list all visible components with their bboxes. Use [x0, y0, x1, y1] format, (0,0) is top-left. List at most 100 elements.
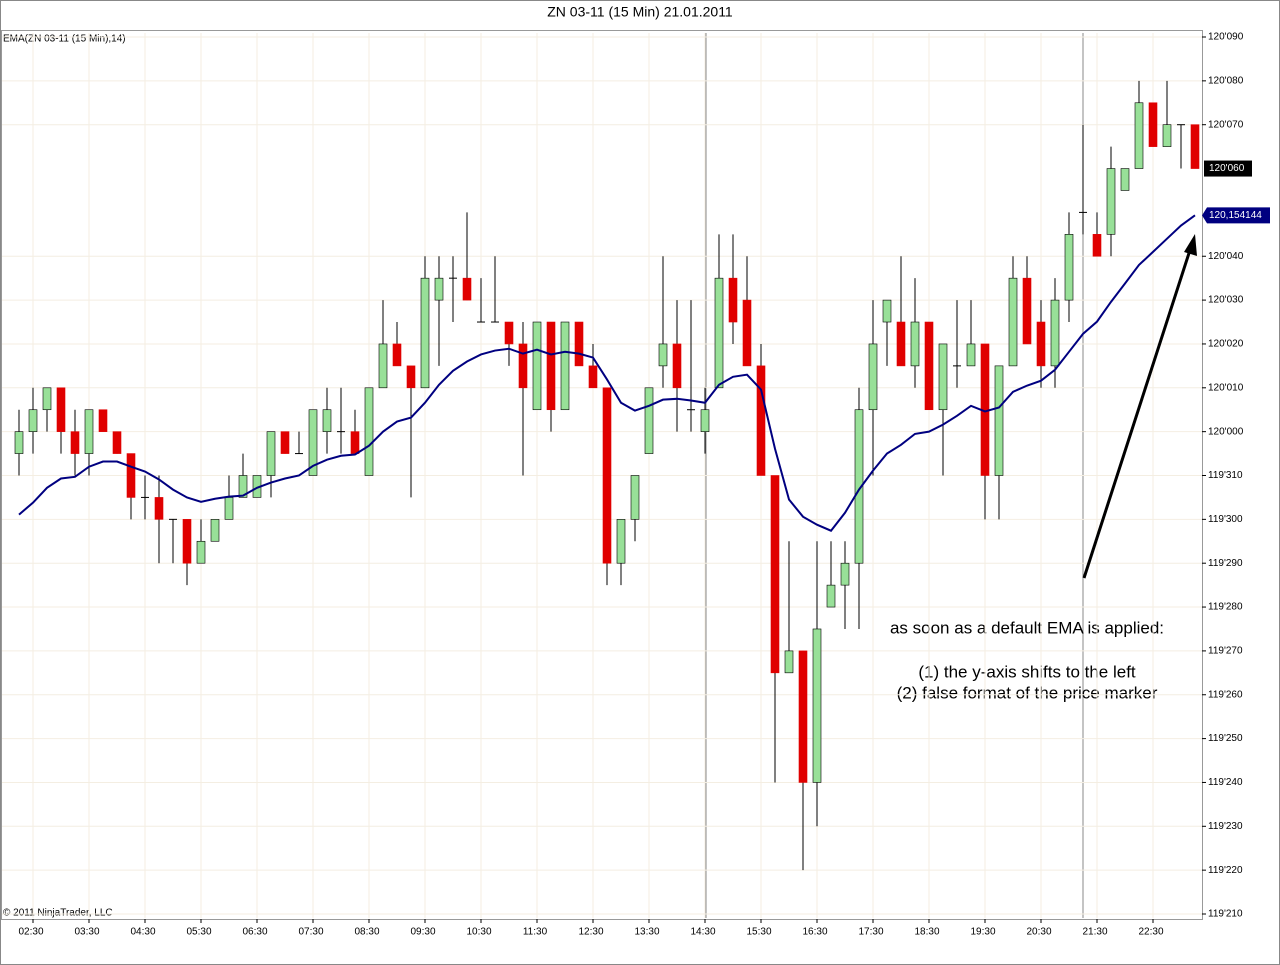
- y-tick-label: 119'220: [1208, 865, 1243, 876]
- candle-body: [1064, 234, 1074, 301]
- y-tick-label: 120'070: [1208, 119, 1244, 130]
- y-tick-label: 119'300: [1208, 514, 1243, 525]
- candle-body: [434, 277, 444, 301]
- candle-body: [238, 475, 248, 498]
- y-tick-label: 120'040: [1208, 251, 1244, 262]
- candle-body: [1162, 124, 1172, 147]
- candle-body: [196, 540, 206, 564]
- candle-body: [182, 519, 192, 564]
- candle-body: [1120, 168, 1130, 191]
- candle-body: [546, 321, 556, 411]
- y-tick-label: 119'260: [1208, 689, 1243, 700]
- candle-body: [406, 365, 416, 389]
- candle-body: [924, 321, 934, 411]
- x-tick-label: 10:30: [466, 927, 491, 938]
- candle-body: [630, 475, 640, 520]
- y-tick-label: 119'210: [1208, 909, 1243, 920]
- candle-body: [308, 409, 318, 476]
- candle-body: [350, 431, 360, 454]
- candle-body: [98, 409, 108, 432]
- arrow-shaft: [1082, 249, 1192, 579]
- x-tick-label: 14:30: [690, 927, 715, 938]
- candle-body: [560, 321, 570, 411]
- candle-body: [70, 431, 80, 454]
- candle-body: [420, 277, 430, 389]
- candle-body: [714, 277, 724, 389]
- candle-body: [266, 431, 276, 476]
- candle-body: [1092, 234, 1102, 257]
- x-tick-label: 20:30: [1026, 927, 1051, 938]
- candle-body: [826, 584, 836, 608]
- candle-body: [392, 343, 402, 367]
- ema-line: [18, 214, 1196, 532]
- candle-body: [896, 321, 906, 367]
- candle-body: [784, 650, 794, 674]
- candle-body: [812, 628, 822, 783]
- annotation: as soon as a default EMA is applied:: [890, 618, 1164, 637]
- candle-body: [280, 431, 290, 454]
- candle-body: [1050, 299, 1060, 367]
- candle-body: [882, 299, 892, 323]
- candle-body: [840, 562, 850, 586]
- candle-body: [112, 431, 122, 454]
- y-tick-label: 120'020: [1208, 339, 1244, 350]
- candle-body: [938, 343, 948, 411]
- candle-body: [1106, 168, 1116, 235]
- candle-body: [728, 277, 738, 323]
- candle-body: [1148, 102, 1158, 147]
- candle-body: [1008, 277, 1018, 367]
- candle-body: [602, 387, 612, 564]
- x-tick-label: 11:30: [523, 927, 548, 938]
- x-tick-label: 15:30: [746, 927, 771, 938]
- x-tick-label: 09:30: [410, 927, 435, 938]
- candle-body: [574, 321, 584, 367]
- y-tick-label: 120'090: [1208, 32, 1244, 43]
- y-tick-label: 120'000: [1208, 426, 1244, 437]
- candle-body: [910, 321, 920, 367]
- candle-body: [756, 365, 766, 476]
- x-tick-label: 03:30: [74, 927, 99, 938]
- candle-body: [42, 387, 52, 411]
- annotation: (1) the y-axis shifts to the left: [918, 662, 1136, 681]
- candle-body: [994, 365, 1004, 476]
- x-tick-label: 04:30: [130, 927, 155, 938]
- x-tick-label: 08:30: [354, 927, 379, 938]
- candle-body: [532, 321, 542, 411]
- candle-body: [84, 409, 94, 454]
- candle-body: [504, 321, 514, 345]
- y-tick-label: 119'310: [1208, 470, 1243, 481]
- candle-body: [644, 387, 654, 454]
- copyright: © 2011 NinjaTrader, LLC: [3, 908, 113, 919]
- candle-body: [1134, 102, 1144, 169]
- candle-body: [672, 343, 682, 389]
- candle-body: [588, 365, 598, 389]
- y-tick-label: 119'230: [1208, 821, 1243, 832]
- candle-body: [854, 409, 864, 564]
- x-tick-label: 16:30: [802, 927, 827, 938]
- x-tick-label: 02:30: [18, 927, 43, 938]
- arrow-head: [1184, 234, 1197, 256]
- x-tick-label: 05:30: [186, 927, 211, 938]
- candle-body: [798, 650, 808, 783]
- indicator-label: EMA(ZN 03-11 (15 Min),14): [3, 34, 126, 45]
- candle-body: [154, 497, 164, 520]
- y-tick-label: 120'080: [1208, 75, 1244, 86]
- y-axis: 119'210 119'220 119'230 119'240 119'250 119'2…: [18, 32, 1270, 938]
- y-tick-label: 119'240: [1208, 777, 1243, 788]
- x-tick-label: 21:30: [1082, 927, 1107, 938]
- x-tick-label: 19:30: [970, 927, 995, 938]
- candle-body: [378, 343, 388, 389]
- last-price-label: 120'060: [1209, 163, 1245, 174]
- candle-body: [1190, 124, 1200, 169]
- candle-body: [518, 343, 528, 389]
- chart-title: ZN 03-11 (15 Min) 21.01.2011: [547, 4, 733, 20]
- candle-body: [364, 387, 374, 476]
- y-tick-label: 119'270: [1208, 646, 1243, 657]
- last-price-marker: [1204, 160, 1252, 177]
- candle-body: [224, 497, 234, 520]
- y-tick-label: 119'290: [1208, 558, 1243, 569]
- x-tick-label: 18:30: [914, 927, 939, 938]
- candle-body: [966, 343, 976, 367]
